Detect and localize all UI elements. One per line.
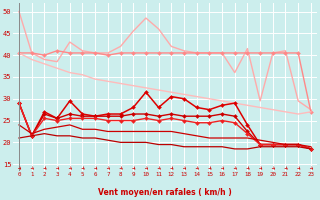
- X-axis label: Vent moyen/en rafales ( km/h ): Vent moyen/en rafales ( km/h ): [98, 188, 232, 197]
